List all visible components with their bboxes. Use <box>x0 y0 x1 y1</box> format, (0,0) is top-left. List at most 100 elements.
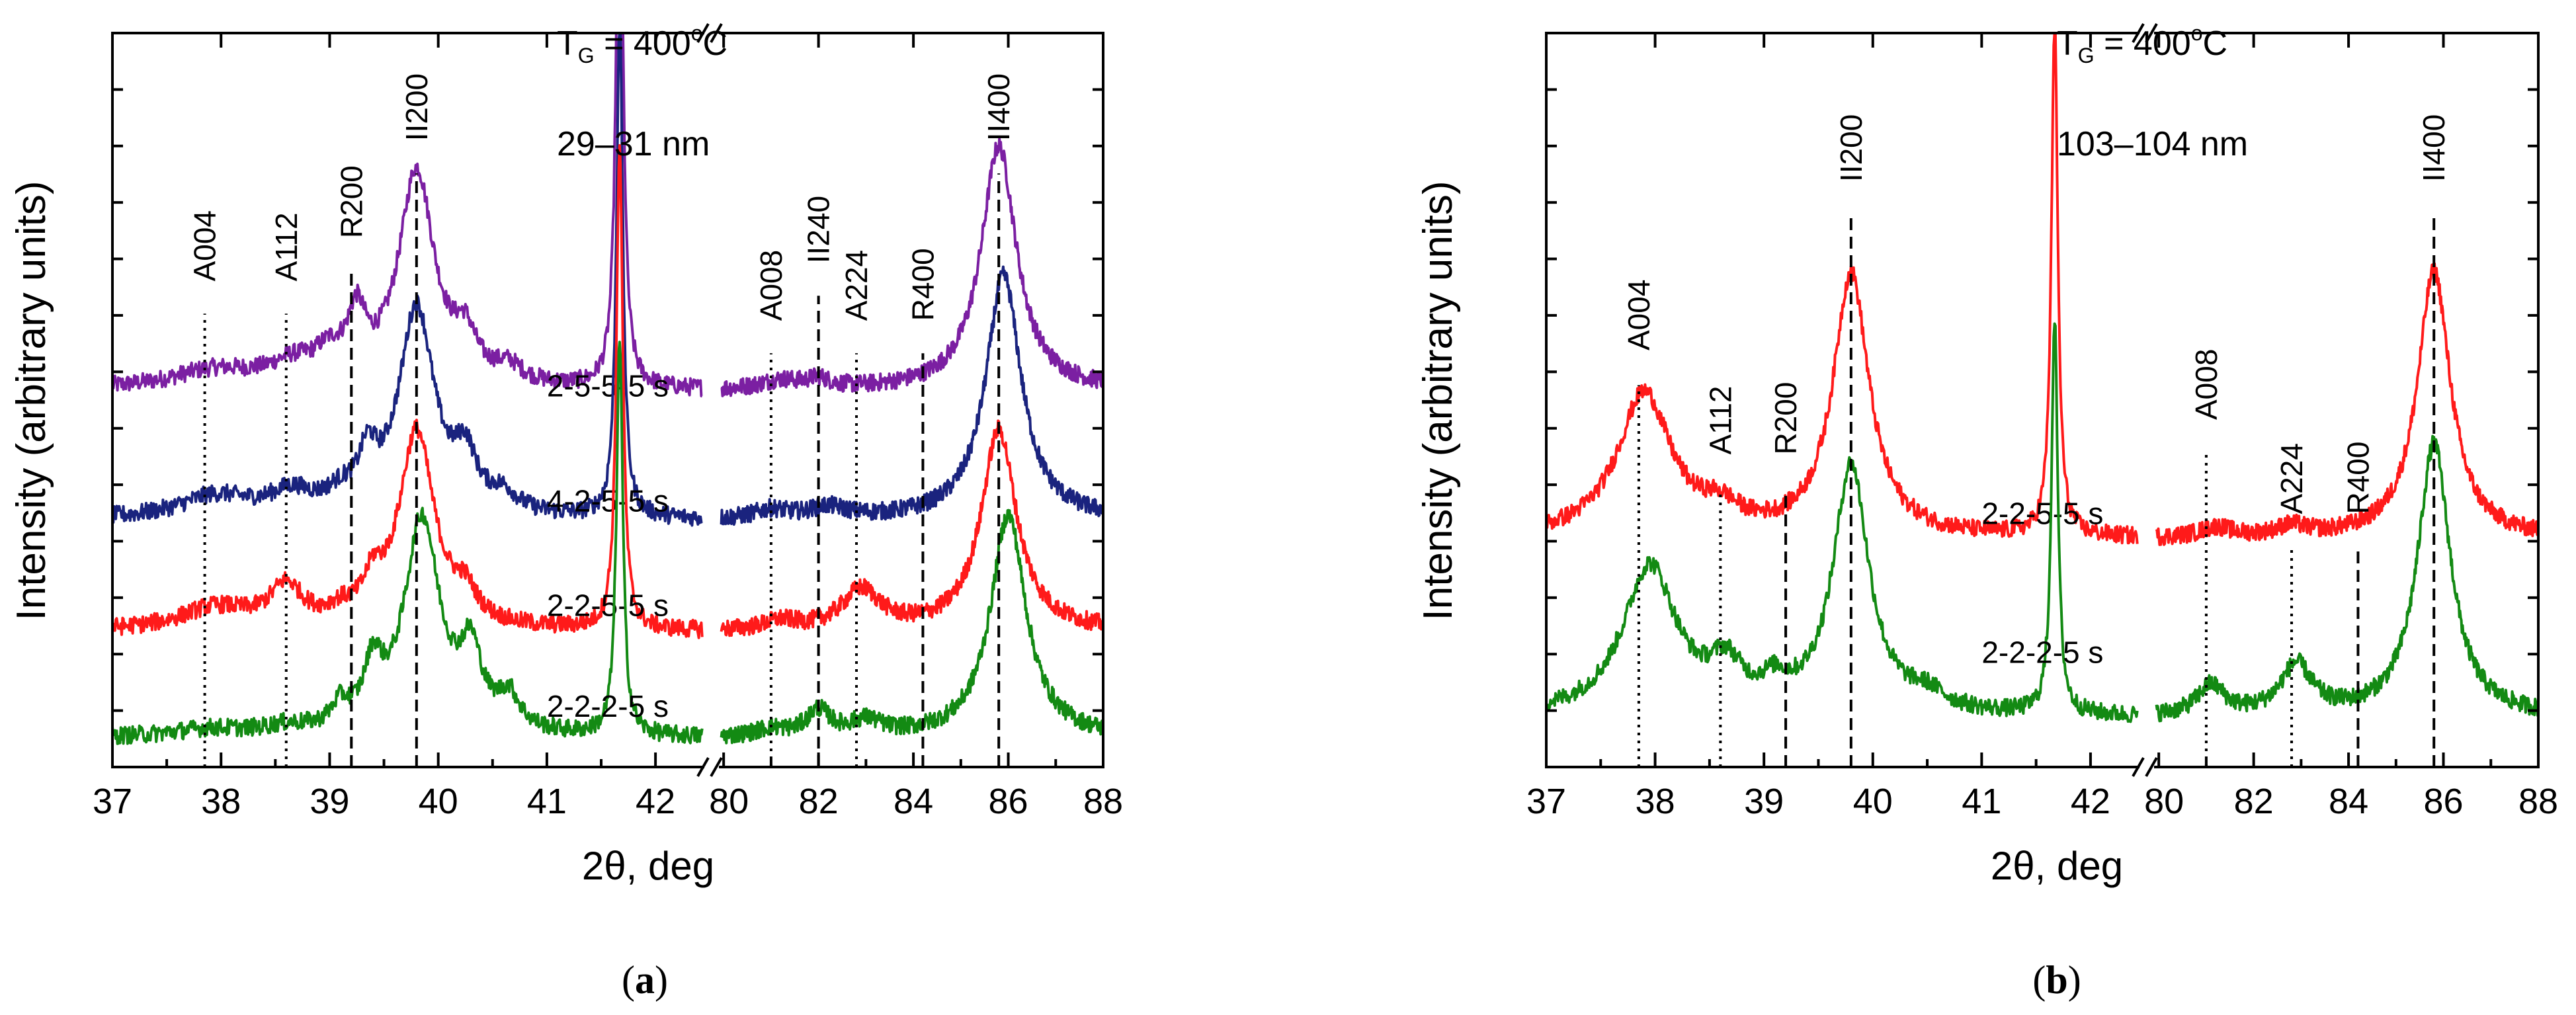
y-axis-title: Intensity (arbitrary units) <box>1415 181 1461 621</box>
series-label: 2-2-2-5 s <box>1981 635 2103 670</box>
x-tick-label: 39 <box>1744 782 1784 821</box>
series-line-left <box>111 341 704 745</box>
series-line-left <box>1545 32 2139 545</box>
series-line-left <box>1545 322 2139 723</box>
axis-break-bottom <box>696 757 723 777</box>
marker-II240: II240 <box>802 196 836 767</box>
marker-II200: II200 <box>1834 114 1868 767</box>
marker-label: II240 <box>802 196 836 263</box>
marker-II400: II400 <box>2417 114 2451 767</box>
series-2-2-2-5-s: 2-2-2-5 s <box>1545 322 2540 723</box>
tg-annotation: TG = 400oC <box>2057 21 2227 67</box>
series-line-right <box>720 419 1104 637</box>
x-axis-title: 2θ, deg <box>1991 844 2123 888</box>
x-tick-label: 38 <box>201 782 241 821</box>
series-2-2-5-5-s: 2-2-5-5 s <box>1545 32 2540 546</box>
series-layer-a: 2-5-5-5 s 4-2-5-5 s 2-2-5-5 s 2-2-2-5 s <box>111 32 1104 745</box>
marker-II200: II200 <box>399 73 434 767</box>
x-tick-label: 80 <box>709 782 749 821</box>
marker-label: II200 <box>1834 114 1868 182</box>
axis-break-bottom <box>2132 757 2158 777</box>
axis-break-slash <box>710 23 723 43</box>
marker-R400: R400 <box>2341 442 2375 767</box>
marker-label: R400 <box>905 248 940 321</box>
x-tick-label: 40 <box>1853 782 1893 821</box>
x-tick-label: 84 <box>2329 782 2368 821</box>
panel-a: 2-5-5-5 s 4-2-5-5 s 2-2-5-5 s 2-2-2-5 s A00… <box>9 21 1123 1002</box>
axis-frame-left <box>1545 32 2140 768</box>
series-label: 2-2-2-5 s <box>547 689 669 723</box>
marker-label: A224 <box>839 250 874 321</box>
axes-layer-b: 37 38 39 40 41 42 80 82 84 86 88 <box>1526 23 2558 821</box>
marker-label: A112 <box>269 212 304 281</box>
series-label: 4-2-5-5 s <box>547 484 669 518</box>
marker-label: A224 <box>2274 443 2309 514</box>
x-tick-label: 86 <box>2424 782 2464 821</box>
marker-R400: R400 <box>905 248 940 767</box>
marker-A224: A224 <box>839 250 874 767</box>
axis-break-slash <box>696 23 710 43</box>
thickness-annotation: 103–104 nm <box>2057 125 2248 163</box>
axis-break-slash <box>696 757 710 777</box>
series-label: 2-2-5-5 s <box>1981 497 2103 531</box>
tg-annotation-text: TG = 400oC <box>2057 21 2227 67</box>
axis-break-slash <box>2132 23 2145 43</box>
marker-R200: R200 <box>334 165 368 767</box>
axis-break-slash <box>710 757 723 777</box>
marker-label: A008 <box>754 250 788 321</box>
series-line-right <box>720 508 1104 745</box>
marker-label: A112 <box>1703 386 1737 454</box>
x-axis-title: 2θ, deg <box>582 844 714 888</box>
series-line-right <box>2155 434 2540 723</box>
x-tick-label: 84 <box>893 782 933 821</box>
series-label: 2-2-5-5 s <box>547 588 669 622</box>
y-axis-title: Intensity (arbitrary units) <box>9 181 54 621</box>
x-tick-label: 82 <box>2234 782 2274 821</box>
marker-A224: A224 <box>2274 443 2309 767</box>
x-tick-label: 88 <box>1083 782 1123 821</box>
x-tick-label: 88 <box>2518 782 2558 821</box>
x-tick-label: 39 <box>310 782 349 821</box>
axis-frame-left <box>111 32 704 768</box>
x-tick-label: 86 <box>989 782 1028 821</box>
series-line-left <box>111 144 704 639</box>
x-tick-label: 42 <box>2071 782 2110 821</box>
axis-frame-right <box>2154 32 2540 768</box>
x-tick-label: 80 <box>2144 782 2184 821</box>
marker-II400: II400 <box>981 73 1016 767</box>
x-tick-label: 37 <box>93 782 132 821</box>
axis-break-slash <box>2132 757 2145 777</box>
x-tick-label: 38 <box>1636 782 1675 821</box>
panel-b: 2-2-5-5 s 2-2-2-5 s A004 A112 R200 II200 A008… <box>1415 21 2558 1002</box>
series-4-2-5-5-s: 4-2-5-5 s <box>111 32 1104 527</box>
axis-break-slash <box>2145 23 2158 43</box>
series-2-5-5-5-s: 2-5-5-5 s <box>111 32 1104 403</box>
axis-frame-right <box>719 32 1104 768</box>
tg-annotation-text: TG = 400oC <box>557 21 727 67</box>
series-layer-b: 2-2-5-5 s 2-2-2-5 s <box>1545 32 2540 723</box>
marker-A004: A004 <box>1622 280 1656 767</box>
marker-layer-b: A004 A112 R200 II200 A008 A224 R400 II400 <box>1622 114 2451 767</box>
marker-label: A004 <box>1622 280 1656 350</box>
axes-layer-a: 37 38 39 40 41 42 80 82 84 86 88 <box>93 23 1123 821</box>
marker-A112: A112 <box>1703 386 1737 767</box>
panel-label: (a) <box>622 958 668 1002</box>
axis-break-top <box>2132 23 2158 43</box>
marker-A008: A008 <box>2189 349 2223 767</box>
series-2-2-5-5-s: 2-2-5-5 s <box>111 144 1104 639</box>
marker-label: R200 <box>334 165 368 238</box>
axis-break-top <box>696 23 723 43</box>
marker-label: R200 <box>1768 382 1803 455</box>
series-2-2-2-5-s: 2-2-2-5 s <box>111 341 1104 745</box>
axis-break-slash <box>2145 757 2158 777</box>
x-tick-label: 42 <box>636 782 675 821</box>
series-label: 2-5-5-5 s <box>547 369 669 403</box>
series-line-right <box>2155 262 2540 546</box>
marker-label: A008 <box>2189 349 2223 420</box>
marker-label: A004 <box>188 210 222 281</box>
series-line-right <box>720 138 1104 397</box>
series-line-left <box>111 32 703 527</box>
series-line-right <box>720 265 1104 526</box>
x-tick-label: 41 <box>527 782 567 821</box>
